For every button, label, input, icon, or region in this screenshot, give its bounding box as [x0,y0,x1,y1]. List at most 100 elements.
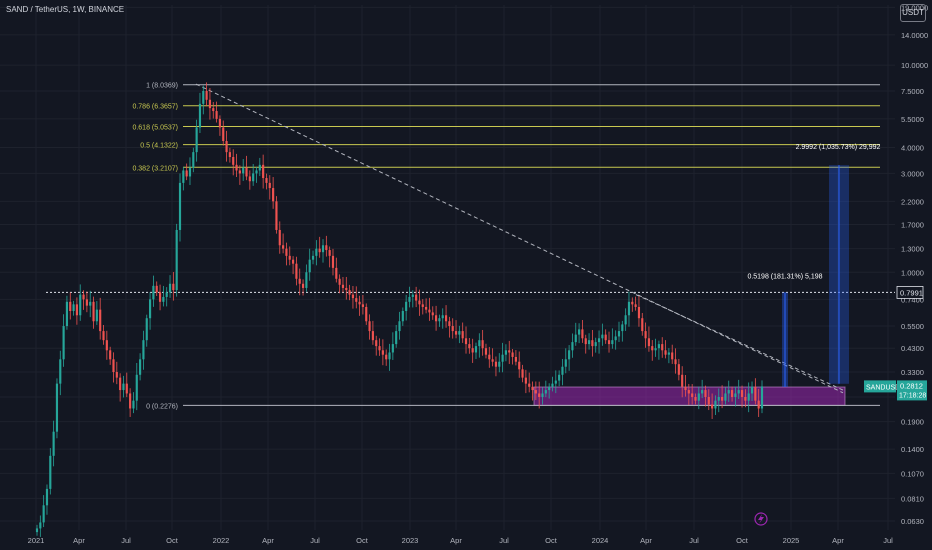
candle [524,369,527,394]
candle-body [528,383,531,387]
candle-body [262,164,265,179]
candle-body [59,359,62,384]
time-axis[interactable]: 2021 Apr Jul Oct 2022 Apr Jul Oct 2023 Apr Jul Oct 2… [28,536,893,545]
price-tick-label: 1.0000 [901,268,924,277]
candle [45,484,49,515]
candle-body [258,164,261,171]
candle [634,296,637,311]
candle [481,329,484,356]
candle [62,314,65,367]
candle [711,393,714,419]
candle [42,495,45,528]
candle-body [39,522,42,529]
candle-body [205,90,208,100]
candle [714,395,717,416]
candle-body [405,301,408,312]
candle-body [408,296,411,302]
candles [35,82,764,537]
candle [534,381,537,400]
candle-body [348,290,351,295]
measure-1-label: 0.5198 (181.31%) 5,198 [747,273,822,280]
candle [740,385,744,408]
candle-body [238,170,241,174]
price-axis[interactable]: 19.0000 14.0000 10.0000 7.5000 5.5000 4.0000 3… [901,3,928,526]
candle-body [79,294,82,316]
support-zone-rect [533,386,846,406]
candle-body [548,386,551,391]
candle-body [95,309,98,322]
candle [408,286,411,308]
replay-icon[interactable] [754,512,768,526]
candle-body [215,111,218,119]
price-tick-label: 0.0630 [901,517,924,526]
candle [514,350,517,366]
time-tick-label: Oct [736,536,749,545]
candle [268,175,271,200]
candle-body [288,255,291,260]
candle-body [644,331,647,339]
candle [122,375,125,398]
candle [697,386,700,410]
candle [730,386,734,402]
candle-body [301,283,305,288]
candle-body [501,354,504,362]
candle [358,295,361,316]
candle [325,235,328,257]
candle-body [458,331,461,335]
candle [258,157,261,177]
candle-body [345,287,348,291]
price-tick-label: 0.5500 [901,322,924,331]
candle [468,338,471,354]
candle-body [338,278,341,285]
candle-body [534,390,537,394]
candle-body [248,176,251,182]
candle [448,316,451,338]
candle-body [99,309,102,332]
candle [112,352,115,383]
candle [614,330,617,350]
candle [305,264,308,292]
candle-body [571,342,574,351]
candle [298,268,301,296]
candle [438,314,441,327]
candle [631,297,634,312]
candle [687,383,690,405]
candle [421,299,424,315]
currency-button[interactable]: USDT [900,4,926,22]
price-tick-label: 0.1900 [901,418,924,427]
candle-body [724,393,727,401]
candle [115,361,118,385]
candle [637,295,641,327]
candle [125,372,128,398]
candle-body [657,344,660,349]
candle [451,318,454,339]
candle-body [72,304,75,312]
symbol-label: SANDUSDT [866,384,905,391]
candle [674,348,677,374]
candle [129,388,132,417]
candle [205,82,208,107]
candle [750,381,754,401]
candle-body [321,245,325,253]
candle-body [145,318,148,341]
candle [308,248,311,281]
fib-label: 0.5 (4.1322) [140,143,178,150]
candle-body [158,292,162,302]
candle [335,257,338,283]
candle-body [75,304,78,316]
candle [584,334,587,354]
candle [554,370,557,394]
candle [441,308,444,329]
time-tick-label: Jul [310,536,320,545]
candle [345,276,348,300]
candle [644,322,647,348]
candle [717,388,720,413]
candle-body [92,301,95,322]
candle [311,250,315,265]
candle [664,340,667,359]
candle-body [674,359,677,365]
candle [202,85,205,115]
candle [272,177,275,209]
candle-body [561,366,564,375]
